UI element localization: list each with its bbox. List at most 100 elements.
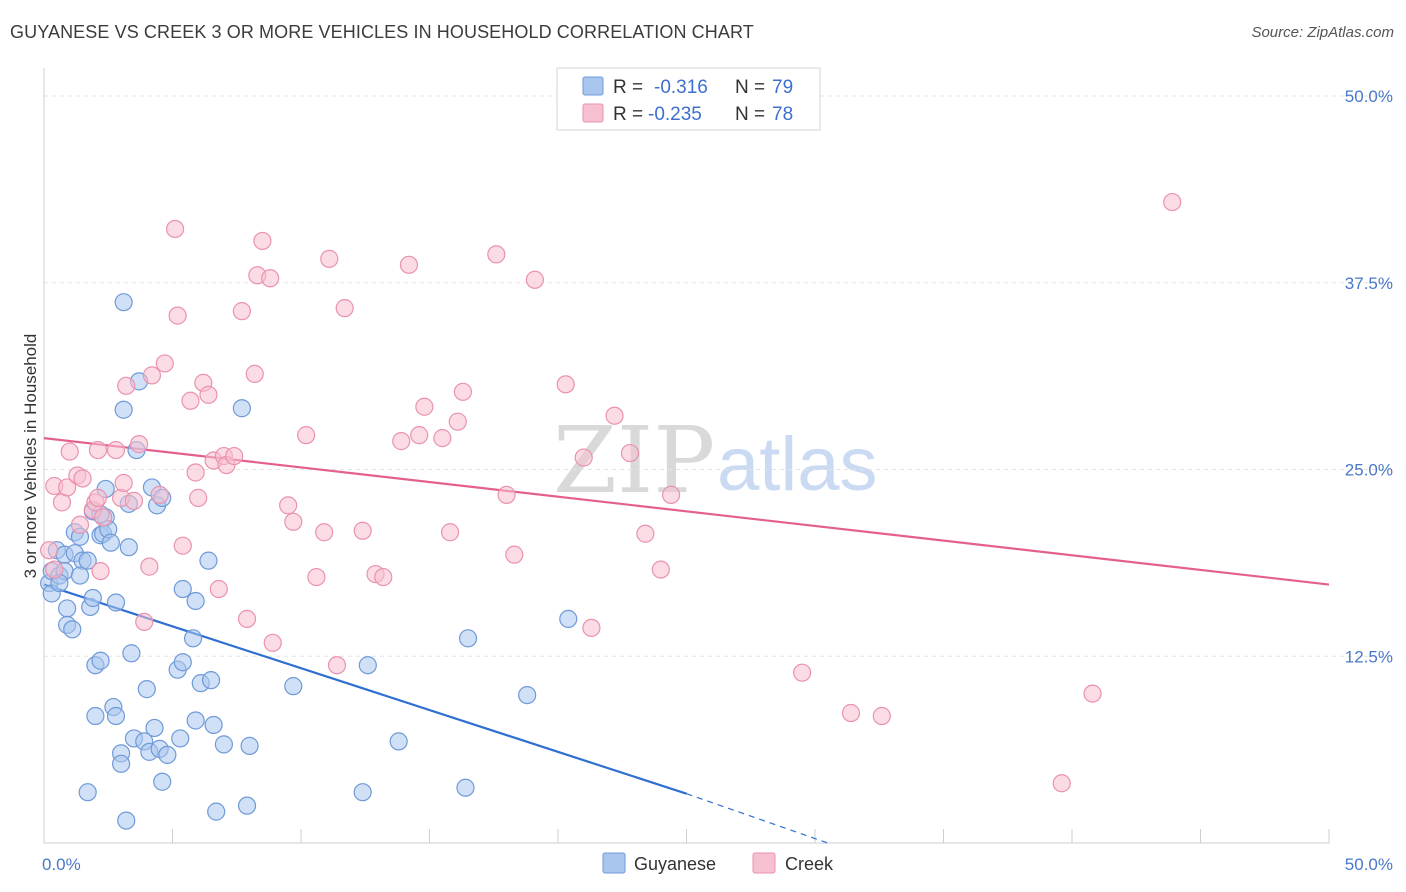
guyanese-point (199, 551, 218, 570)
guyanese-point (63, 620, 82, 639)
creek-point (651, 560, 670, 579)
legend-n-value: 78 (772, 104, 793, 125)
creek-point (165, 219, 185, 239)
x-tick-label: 0.0% (42, 855, 81, 874)
creek-point (320, 249, 339, 268)
creek-point (150, 485, 169, 504)
creek-point (1163, 192, 1182, 212)
creek-point (129, 435, 149, 454)
creek-point (556, 375, 575, 394)
axes (43, 68, 1330, 844)
guyanese-trend-extension (686, 793, 829, 844)
guyanese-point (101, 533, 120, 552)
creek-point (410, 426, 429, 445)
creek-point (186, 463, 205, 482)
legend: R = -0.316 N = 79 R = -0.235 N = 78 (556, 67, 821, 131)
creek-point (374, 567, 393, 587)
guyanese-point (232, 399, 251, 418)
creek-point (261, 269, 280, 288)
creek-point (232, 302, 251, 321)
guyanese-point (173, 579, 192, 599)
creek-point (58, 478, 77, 497)
guyanese-point (70, 566, 90, 585)
x-tick-labels: 0.0% 50.0% (42, 855, 1393, 874)
guyanese-point (78, 783, 97, 802)
guyanese-point (214, 735, 233, 754)
creek-point (225, 446, 244, 466)
source-credit: Source: ZipAtlas.com (1251, 24, 1394, 41)
guyanese-point (456, 778, 475, 797)
guyanese-point (458, 629, 478, 648)
guyanese-point (78, 551, 97, 570)
creek-point (605, 406, 624, 425)
guyanese-point (153, 772, 172, 791)
creek-point (94, 508, 113, 527)
guyanese-points (40, 293, 578, 830)
creek-point (168, 306, 187, 325)
creek-point (209, 579, 228, 599)
guyanese-point (114, 293, 133, 312)
creek-point (45, 560, 64, 579)
creek-point (60, 442, 79, 461)
guyanese-point (122, 644, 141, 663)
guyanese-point (58, 599, 77, 618)
bottom-legend-swatch-guyanese (602, 852, 626, 874)
creek-point (872, 706, 891, 726)
creek-point (582, 618, 601, 637)
creek-point (661, 485, 681, 504)
creek-point (117, 376, 136, 395)
bottom-legend-swatch-creek (752, 852, 776, 874)
guyanese-point (518, 685, 537, 705)
creek-point (353, 521, 372, 540)
legend-r-label: R = (613, 77, 643, 98)
creek-point (1083, 684, 1102, 703)
guyanese-point (117, 811, 136, 830)
y-tick-labels: 12.5% 25.0% 37.5% 50.0% (1345, 87, 1393, 666)
guyanese-point (201, 671, 221, 690)
legend-swatch-guyanese (582, 76, 604, 96)
guyanese-point (106, 706, 126, 726)
creek-point (173, 536, 192, 555)
guyanese-point (145, 718, 164, 738)
bottom-legend-label-guyanese: Guyanese (634, 854, 716, 874)
creek-point (70, 515, 90, 534)
creek-point (245, 364, 264, 383)
creek-point (636, 524, 655, 543)
guyanese-point (137, 680, 156, 699)
guyanese-point (173, 653, 192, 672)
y-axis-label: 3 or more Vehicles in Household (21, 334, 40, 579)
creek-point (574, 448, 593, 467)
bottom-legend: Guyanese Creek (602, 852, 834, 874)
creek-point (88, 440, 108, 460)
creek-point (525, 270, 544, 289)
creek-point (40, 541, 59, 560)
creek-point (189, 488, 208, 507)
creek-point (135, 612, 154, 631)
creek-point (91, 561, 110, 581)
creek-point (327, 656, 347, 675)
creek-point (155, 354, 174, 373)
creek-trend-line (43, 437, 1330, 586)
creek-point (505, 545, 524, 564)
creek-point (140, 557, 159, 576)
guyanese-point (237, 796, 257, 815)
guyanese-point (111, 754, 131, 773)
guyanese-point (114, 400, 133, 419)
guyanese-point (119, 538, 138, 557)
chart-title: GUYANESE VS CREEK 3 OR MORE VEHICLES IN … (10, 22, 754, 42)
guyanese-point (353, 783, 372, 802)
creek-point (315, 523, 334, 542)
creek-point (399, 255, 419, 274)
y-tick-label: 50.0% (1345, 87, 1393, 106)
creek-point (124, 491, 144, 510)
guyanese-point (358, 656, 377, 675)
creek-point (237, 609, 257, 629)
creek-point (297, 426, 316, 445)
creek-point (453, 382, 473, 401)
watermark-atlas: atlas (717, 422, 878, 507)
creek-point (415, 397, 434, 416)
creek-point (199, 385, 218, 404)
legend-n-value: 79 (772, 77, 793, 98)
creek-point (1052, 774, 1071, 793)
